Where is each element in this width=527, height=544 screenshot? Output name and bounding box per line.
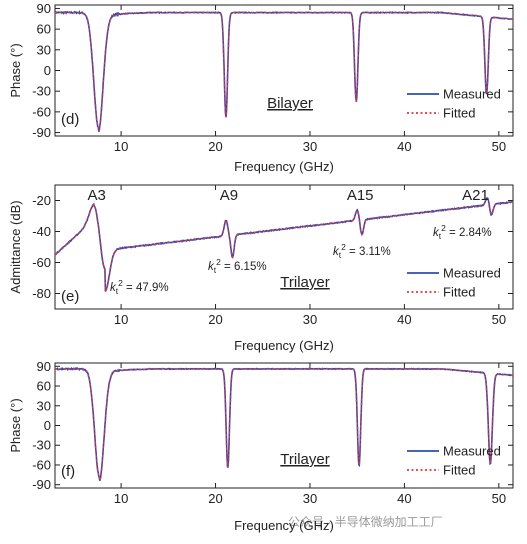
y-tick-label: -80 [32,286,51,301]
x-tick-label: 10 [114,139,128,154]
x-tick-label: 50 [492,491,506,506]
x-axis-label: Frequency (GHz) [234,518,334,533]
y-tick-label: 30 [37,398,51,413]
x-axis-label: Frequency (GHz) [234,159,334,174]
watermark: 公众号 · 半导体微纳加工工厂 [288,515,443,529]
structure-label: Trilayer [280,274,329,291]
coupling-superscript: 2 [216,257,221,267]
x-tick-label: 10 [114,312,128,327]
y-tick-label: 90 [37,359,51,374]
coupling-symbol: k [110,282,117,294]
y-tick-label: 60 [37,22,51,37]
legend-measured-label: Measured [443,87,501,102]
y-tick-label: 30 [37,42,51,57]
structure-label: Trilayer [280,451,329,468]
coupling-symbol: k [433,227,440,239]
y-tick-label: 60 [37,379,51,394]
coupling-annotation: kt2 = 2.84% [433,223,492,241]
x-tick-label: 20 [208,139,222,154]
x-tick-label: 30 [303,139,317,154]
x-tick-label: 30 [303,491,317,506]
y-tick-label: -60 [32,255,51,270]
legend-measured-label: Measured [443,444,501,459]
y-tick-label: -90 [32,477,51,492]
coupling-subscript: t [439,231,442,241]
x-tick-label: 50 [492,139,506,154]
coupling-annotation: kt2 = 6.15% [208,257,267,275]
coupling-annotation: kt2 = 47.9% [110,278,169,296]
y-tick-label: 0 [44,418,51,433]
structure-label: Bilayer [267,95,313,112]
coupling-value: = 47.9% [123,282,169,294]
y-tick-label: -30 [32,438,51,453]
panel-label: (e) [61,288,79,305]
y-tick-label: -60 [32,457,51,472]
coupling-symbol: k [333,246,340,258]
coupling-value: = 6.15% [221,261,267,273]
x-tick-label: 40 [397,312,411,327]
coupling-symbol: k [208,261,215,273]
panel-label: (f) [61,463,75,480]
y-tick-label: -90 [32,125,51,140]
x-axis-label: Frequency (GHz) [234,338,334,353]
measured-series-line [55,196,513,292]
legend-fitted-label: Fitted [443,106,476,121]
y-tick-label: -40 [32,224,51,239]
y-tick-label: 90 [37,1,51,16]
mode-label-A9: A9 [220,187,238,204]
legend-fitted-label: Fitted [443,463,476,478]
mode-label-A21: A21 [462,187,489,204]
plot-frame [54,184,514,310]
coupling-superscript: 2 [341,242,346,252]
y-tick-label: -60 [32,104,51,119]
x-tick-label: 20 [208,491,222,506]
x-tick-label: 30 [303,312,317,327]
coupling-superscript: 2 [118,278,123,288]
mode-label-A3: A3 [88,187,106,204]
legend-fitted-label: Fitted [443,285,476,300]
y-tick-label: 0 [44,63,51,78]
coupling-subscript: t [116,286,119,296]
coupling-value: = 2.84% [446,227,492,239]
fitted-series-line [55,368,513,481]
x-tick-label: 10 [114,491,128,506]
fitted-series-line [55,11,513,132]
chart-panel-d: 10 20 30 40 50 90 60 30 0 -30 -60 -90 Frequency (GHz… [8,1,514,174]
coupling-superscript: 2 [441,223,446,233]
coupling-subscript: t [214,265,217,275]
x-tick-label: 50 [492,312,506,327]
y-axis-label: Admittance (dB) [8,200,23,293]
y-axis-label: Phase (°) [8,43,23,97]
coupling-subscript: t [339,250,342,260]
x-tick-label: 40 [397,491,411,506]
y-tick-label: -20 [32,193,51,208]
coupling-value: = 3.11% [346,246,391,258]
x-tick-label: 20 [208,312,222,327]
y-tick-label: -30 [32,84,51,99]
chart-panel-f: 10 20 30 40 50 90 60 30 0 -30 -60 -90 Frequency (GHz… [8,359,514,533]
coupling-annotation: kt2 = 3.11% [333,242,391,260]
mode-label-A15: A15 [347,187,374,204]
chart-panel-e: 10 20 30 40 50 -20 -40 -60 -80 Frequency (GHz) Adm… [8,184,514,353]
legend-measured-label: Measured [443,266,501,281]
y-axis-label: Phase (°) [8,398,23,452]
panel-label: (d) [61,111,79,128]
x-tick-label: 40 [397,139,411,154]
